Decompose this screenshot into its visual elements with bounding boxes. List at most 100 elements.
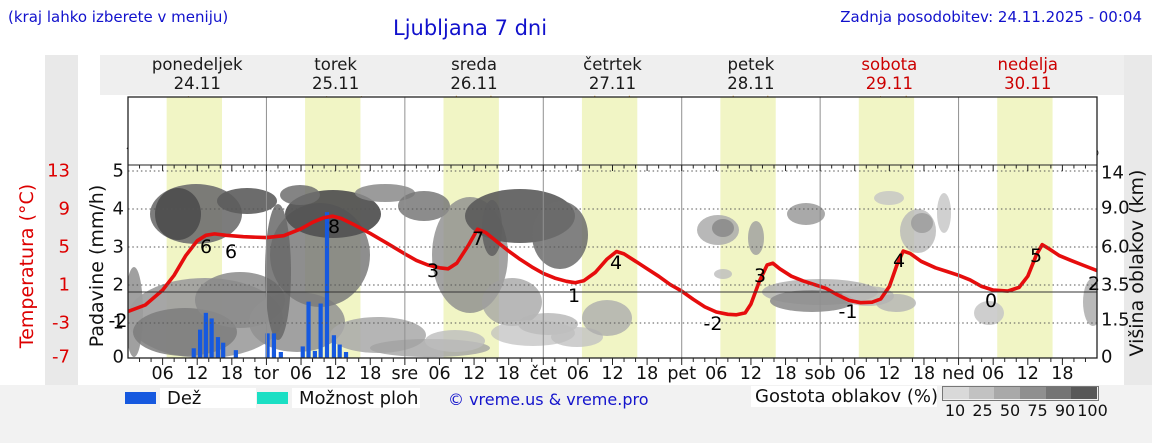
cloud-density-blob bbox=[770, 290, 854, 312]
cloud-density-blob bbox=[911, 213, 933, 233]
precip-bar bbox=[271, 333, 277, 358]
temperature-value-label: 3 bbox=[427, 260, 439, 282]
temperature-tick: -7 bbox=[52, 347, 70, 368]
temperature-value-label: 0 bbox=[985, 290, 997, 312]
density-level-label: 75 bbox=[1027, 401, 1048, 420]
time-label: 12 bbox=[601, 364, 623, 384]
day-name: sreda bbox=[451, 55, 497, 74]
cloud-height-tick: 0 bbox=[1101, 347, 1112, 368]
time-label: 06 bbox=[982, 364, 1004, 384]
page-title: Ljubljana 7 dni bbox=[393, 16, 548, 40]
cloud-height-tick: 3.5 bbox=[1101, 275, 1130, 296]
day-date: 24.11 bbox=[173, 74, 221, 93]
time-label: pet bbox=[667, 364, 696, 384]
day-header-torek: torek 25.11 bbox=[266, 55, 404, 93]
density-scale-border bbox=[942, 386, 1099, 401]
cloud-density-blob bbox=[787, 203, 825, 225]
day-header-sobota: sobota 29.11 bbox=[820, 55, 958, 93]
time-label: 18 bbox=[221, 364, 243, 384]
time-label: 12 bbox=[463, 364, 485, 384]
precip-bar bbox=[209, 318, 214, 358]
showers-legend-box bbox=[292, 388, 420, 408]
precip-bar bbox=[343, 352, 349, 358]
time-label: 18 bbox=[359, 364, 381, 384]
cloud-density-blob bbox=[748, 221, 764, 255]
time-label: 18 bbox=[636, 364, 658, 384]
density-level-label: 90 bbox=[1054, 401, 1076, 420]
day-header-petek: petek 28.11 bbox=[682, 55, 820, 93]
cloud-density-blob bbox=[280, 185, 320, 205]
temperature-value-label: 6 bbox=[200, 236, 212, 258]
cloud-density-blob bbox=[398, 191, 450, 221]
precip-bar bbox=[197, 329, 203, 358]
day-date: 30.11 bbox=[1004, 74, 1052, 93]
precipitation-tick: 1 bbox=[113, 313, 124, 334]
day-name: nedelja bbox=[997, 55, 1059, 74]
temperature-value-label: 1 bbox=[568, 285, 580, 307]
precip-bar bbox=[233, 350, 238, 358]
time-label: 18 bbox=[913, 364, 935, 384]
day-name: torek bbox=[314, 55, 357, 74]
cloud-density-blob bbox=[714, 269, 732, 279]
precip-bar bbox=[191, 348, 196, 358]
rain-legend-swatch bbox=[125, 392, 156, 404]
density-shade-100 bbox=[1071, 387, 1097, 399]
cloud-density-blob bbox=[974, 301, 1004, 325]
density-shade-90 bbox=[1045, 387, 1072, 399]
time-label: 18 bbox=[498, 364, 520, 384]
cloud-density-box bbox=[751, 386, 937, 407]
showers-legend-swatch bbox=[257, 392, 288, 404]
day-header-band bbox=[100, 55, 1152, 95]
time-label: sob bbox=[805, 364, 836, 384]
cloud-density-blob bbox=[265, 204, 291, 340]
density-level-label: 10 bbox=[944, 401, 966, 420]
time-label: tor bbox=[254, 364, 280, 384]
cloud-height-tick: 9.0 bbox=[1101, 198, 1130, 219]
density-shade-10 bbox=[943, 387, 969, 399]
temperature-value-label: 5 bbox=[1030, 245, 1042, 267]
time-label: sre bbox=[392, 364, 419, 384]
time-label: 06 bbox=[705, 364, 727, 384]
day-name: četrtek bbox=[583, 55, 642, 74]
precip-bar bbox=[331, 335, 337, 358]
time-label: čet bbox=[530, 364, 557, 384]
density-level-label: 50 bbox=[999, 401, 1021, 420]
precip-bar bbox=[318, 303, 323, 358]
cloud-density-blob bbox=[425, 330, 485, 352]
temperature-value-label: 7 bbox=[472, 228, 484, 250]
temperature-value-label: 8 bbox=[328, 216, 340, 238]
day-date: 25.11 bbox=[312, 74, 360, 93]
time-label: 06 bbox=[567, 364, 589, 384]
temperature-value-label: 4 bbox=[610, 252, 622, 274]
cloud-density-blob bbox=[532, 201, 588, 269]
time-label: 06 bbox=[428, 364, 450, 384]
time-label: 18 bbox=[774, 364, 796, 384]
temperature-value-label: 4 bbox=[893, 250, 905, 272]
time-label: 12 bbox=[740, 364, 762, 384]
day-name: ponedeljek bbox=[151, 55, 243, 74]
time-label: 06 bbox=[844, 364, 866, 384]
precipitation-tick: 4 bbox=[113, 199, 124, 220]
density-shade-25 bbox=[968, 387, 995, 399]
cloud-density-label: Gostota oblakov (%) bbox=[755, 386, 939, 407]
precipitation-tick: 3 bbox=[113, 237, 124, 258]
temperature-tick: 13 bbox=[47, 161, 70, 182]
precip-bar bbox=[312, 350, 317, 358]
cloud-density-blob bbox=[1083, 278, 1097, 326]
left-margin-strip bbox=[45, 55, 78, 443]
precip-bar bbox=[306, 301, 311, 358]
day-date: 26.11 bbox=[450, 74, 498, 93]
temperature-value-label: -2 bbox=[704, 313, 723, 335]
precipitation-tick: 5 bbox=[113, 161, 124, 182]
temperature-value-label: 6 bbox=[225, 241, 237, 263]
day-date: 28.11 bbox=[727, 74, 775, 93]
precip-bar bbox=[203, 312, 208, 358]
cloud-density-blob bbox=[874, 191, 904, 205]
cloud-density-blob bbox=[155, 188, 201, 240]
temperature-tick: 1 bbox=[59, 275, 70, 296]
credit-link[interactable]: © vreme.us & vreme.pro bbox=[448, 390, 649, 409]
precipitation-tick: 2 bbox=[113, 275, 124, 296]
day-date: 27.11 bbox=[588, 74, 637, 93]
precip-bar bbox=[221, 342, 226, 358]
